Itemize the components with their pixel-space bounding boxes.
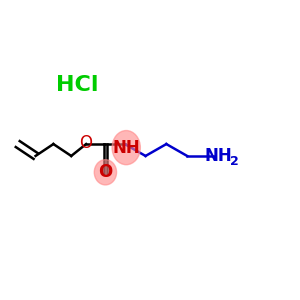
Text: HCl: HCl bbox=[56, 75, 98, 94]
Ellipse shape bbox=[94, 160, 117, 185]
Text: 2: 2 bbox=[230, 155, 239, 168]
Text: O: O bbox=[80, 134, 93, 152]
Ellipse shape bbox=[112, 130, 140, 165]
Text: NH: NH bbox=[112, 139, 140, 157]
Text: NH: NH bbox=[205, 147, 232, 165]
Text: O: O bbox=[98, 163, 112, 181]
